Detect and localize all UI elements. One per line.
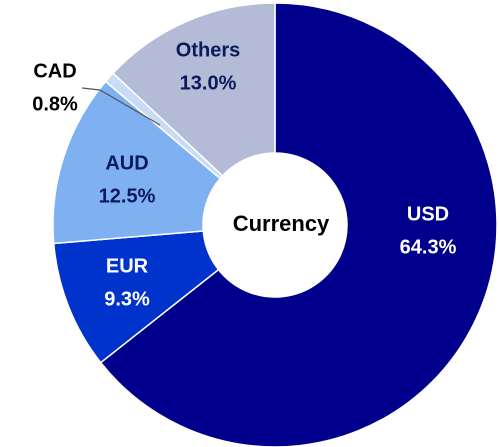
leader-line [81, 87, 161, 126]
slice-name-label: CAD [33, 60, 76, 82]
donut-slice [52, 230, 220, 364]
slice-value-label: 12.5% [99, 185, 156, 207]
donut-slice [99, 2, 498, 447]
slice-name-label: EUR [106, 255, 149, 277]
slice-value-label: 13.0% [180, 72, 237, 94]
slice-value-label: 64.3% [400, 236, 457, 258]
donut-slice [52, 80, 222, 245]
donut-slice [111, 2, 276, 177]
slice-name-label: USD [407, 203, 449, 225]
slice-value-label: 9.3% [104, 288, 150, 310]
slice-name-label: Others [176, 39, 240, 61]
slice-name-label: AUD [105, 152, 148, 174]
center-label: Currency [233, 211, 330, 236]
slices [52, 2, 498, 447]
slice-value-label: 0.8% [32, 93, 78, 115]
